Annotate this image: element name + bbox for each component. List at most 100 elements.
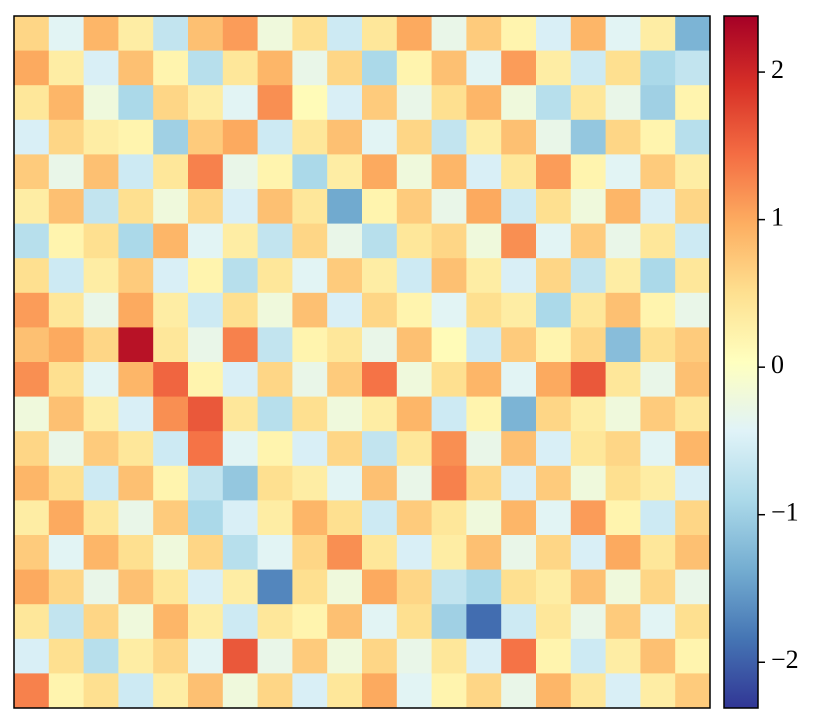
heatmap-cell (188, 638, 224, 674)
heatmap-cell (153, 16, 189, 52)
heatmap-cell (327, 189, 363, 225)
heatmap-cell (222, 535, 259, 571)
heatmap-cell (153, 327, 189, 363)
heatmap-cell (292, 85, 328, 121)
heatmap-cell (153, 604, 189, 640)
heatmap-cell (48, 465, 85, 501)
heatmap-cell (188, 362, 224, 398)
heatmap-cell (118, 85, 154, 121)
heatmap-cell (118, 396, 154, 432)
heatmap-cell (14, 16, 50, 52)
heatmap-cell (327, 119, 363, 155)
heatmap-cell (396, 569, 433, 605)
heatmap-cell (362, 50, 398, 86)
heatmap-cell (327, 16, 363, 52)
heatmap-cell (640, 362, 676, 398)
heatmap-cell (14, 465, 50, 501)
heatmap-cell (48, 119, 85, 155)
heatmap-cell (431, 258, 467, 294)
heatmap-cell (536, 465, 572, 501)
heatmap-cell (222, 50, 259, 86)
heatmap-cell (327, 396, 363, 432)
heatmap-cell (605, 258, 641, 294)
heatmap-cell (257, 189, 293, 225)
heatmap-cell (431, 362, 467, 398)
heatmap-cell (640, 50, 676, 86)
heatmap-cell (570, 154, 607, 190)
heatmap-cell (466, 292, 502, 328)
heatmap-cell (431, 431, 467, 467)
heatmap-cell (640, 500, 676, 536)
heatmap-cell (292, 154, 328, 190)
heatmap-cell (153, 50, 189, 86)
heatmap-cell (570, 465, 607, 501)
heatmap-cell (501, 569, 537, 605)
heatmap-cell (222, 500, 259, 536)
heatmap-cell (675, 223, 711, 259)
heatmap-cell (466, 362, 502, 398)
heatmap-cell (14, 50, 50, 86)
heatmap-cell (222, 85, 259, 121)
heatmap-cell (188, 535, 224, 571)
heatmap-cell (257, 327, 293, 363)
heatmap-cell (605, 327, 641, 363)
heatmap-cell (362, 465, 398, 501)
heatmap-cell (640, 673, 676, 709)
heatmap-cell (675, 16, 711, 52)
heatmap-cell (327, 85, 363, 121)
heatmap-cell (118, 500, 154, 536)
heatmap-cell (675, 465, 711, 501)
heatmap-cell (188, 569, 224, 605)
heatmap-cell (570, 535, 607, 571)
heatmap-cell (431, 396, 467, 432)
heatmap-cell (431, 223, 467, 259)
heatmap-cell (327, 465, 363, 501)
heatmap-cell (501, 223, 537, 259)
heatmap-cell (605, 673, 641, 709)
heatmap-cell (675, 673, 711, 709)
heatmap-cell (292, 223, 328, 259)
heatmap-cell (362, 500, 398, 536)
heatmap-cell (83, 396, 119, 432)
heatmap-cell (83, 604, 119, 640)
heatmap-cell (605, 50, 641, 86)
heatmap-cell (292, 119, 328, 155)
heatmap-cell (14, 431, 50, 467)
heatmap-cell (362, 362, 398, 398)
heatmap-cell (501, 154, 537, 190)
heatmap-cell (327, 673, 363, 709)
heatmap-cell (222, 569, 259, 605)
heatmap-cell (536, 673, 572, 709)
heatmap-cell (118, 604, 154, 640)
heatmap-cell (362, 673, 398, 709)
heatmap-cell (188, 223, 224, 259)
heatmap-cell (118, 223, 154, 259)
heatmap-cell (536, 638, 572, 674)
heatmap-cell (257, 85, 293, 121)
heatmap-cell (14, 500, 50, 536)
heatmap-cell (222, 604, 259, 640)
heatmap-cell (188, 396, 224, 432)
heatmap-cell (188, 258, 224, 294)
heatmap-cell (48, 604, 85, 640)
heatmap-cell (605, 638, 641, 674)
heatmap-cell (570, 638, 607, 674)
heatmap-cell (188, 604, 224, 640)
heatmap-cell (501, 258, 537, 294)
heatmap-cell (257, 673, 293, 709)
heatmap-cell (222, 465, 259, 501)
heatmap-cell (605, 362, 641, 398)
heatmap-cell (292, 327, 328, 363)
colorbar-tick-label: 1 (771, 203, 784, 232)
heatmap-cell (675, 258, 711, 294)
heatmap-cell (640, 327, 676, 363)
colorbar-tick-label: −2 (771, 645, 799, 674)
heatmap-cell (188, 85, 224, 121)
heatmap-cell (327, 258, 363, 294)
heatmap-cell (257, 362, 293, 398)
heatmap-cell (536, 604, 572, 640)
heatmap-cell (396, 604, 433, 640)
heatmap-cell (188, 292, 224, 328)
heatmap-cell (362, 85, 398, 121)
heatmap-cell (396, 50, 433, 86)
